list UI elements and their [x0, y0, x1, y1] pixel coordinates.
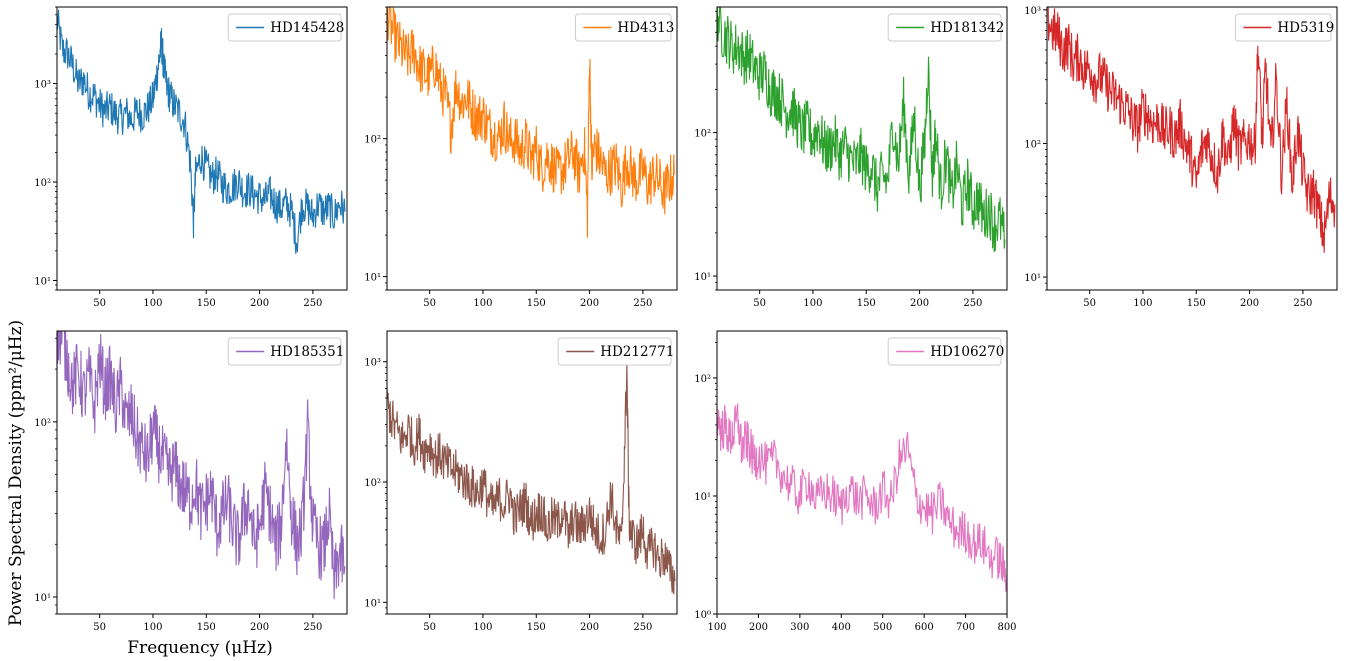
x-axis-title: Frequency (μHz): [127, 638, 272, 658]
subplot-HD212771: 50 100 150 200 250 10¹ 10² 10³ HD212771: [364, 330, 678, 633]
x-tick-label: 250: [963, 298, 982, 309]
legend-box: [227, 13, 342, 42]
legend-box: [887, 13, 1002, 42]
x-tick-label: 250: [633, 298, 652, 309]
x-tick-label: 50: [93, 622, 106, 633]
axes-frame: [386, 6, 678, 291]
y-tick-label: 10¹: [694, 272, 711, 283]
legend-box: [1234, 13, 1332, 42]
x-tick-label: 200: [250, 622, 269, 633]
legend-label: HD4313: [617, 20, 674, 36]
legend-box: [574, 13, 672, 42]
x-tick-label: 700: [956, 622, 975, 633]
x-tick-label: 200: [910, 298, 929, 309]
x-tick-label: 600: [915, 622, 934, 633]
x-tick-label: 100: [707, 622, 726, 633]
subplot-HD5319: 50 100 150 200 250 10¹ 10² 10³ HD5319: [1024, 6, 1338, 309]
y-axis-title: Power Spectral Density (ppm²/μHz): [6, 320, 26, 626]
axes-frame: [386, 330, 678, 615]
subplot-HD181342: 50 100 150 200 250 10¹ 10² HD181342: [694, 6, 1008, 309]
x-tick-label: 200: [580, 298, 599, 309]
series-line-HD5319: [1047, 7, 1336, 253]
x-tick-label: 50: [93, 298, 106, 309]
x-tick-label: 250: [1293, 298, 1312, 309]
y-tick-label: 10²: [694, 129, 711, 140]
subplot-HD106270: 100 200 300 400 500 600 700 800 10⁰ 10¹ 10² HD10627…: [694, 330, 1017, 633]
x-tick-label: 100: [803, 298, 822, 309]
legend-label: HD145428: [270, 20, 344, 36]
x-tick-label: 150: [197, 622, 216, 633]
legend-box: [227, 337, 342, 366]
y-tick-label: 10²: [364, 478, 381, 489]
y-tick-label: 10¹: [34, 276, 51, 287]
axes-frame: [1046, 6, 1338, 291]
x-tick-label: 200: [580, 622, 599, 633]
legend-label: HD212771: [600, 344, 674, 360]
x-tick-label: 200: [1240, 298, 1259, 309]
x-tick-label: 200: [250, 298, 269, 309]
x-tick-label: 100: [1133, 298, 1152, 309]
series-line-HD212771: [387, 363, 676, 595]
y-tick-label: 10¹: [364, 273, 381, 284]
series-line-HD145428: [57, 9, 346, 254]
legend-box: [887, 337, 1002, 366]
x-tick-label: 100: [143, 622, 162, 633]
subplot-HD4313: 50 100 150 200 250 10¹ 10² HD4313: [364, 6, 678, 309]
series-line-HD4313: [387, 7, 676, 238]
y-tick-label: 10³: [1024, 6, 1041, 17]
y-tick-label: 10²: [34, 418, 51, 429]
x-tick-label: 250: [303, 622, 322, 633]
x-tick-label: 150: [527, 622, 546, 633]
x-tick-label: 500: [873, 622, 892, 633]
legend-label: HD181342: [930, 20, 1004, 36]
x-tick-label: 150: [527, 298, 546, 309]
series-line-HD106270: [717, 403, 1007, 592]
axes-frame: [716, 6, 1008, 291]
y-tick-label: 10¹: [364, 598, 381, 609]
x-tick-label: 150: [857, 298, 876, 309]
legend-box: [557, 337, 672, 366]
y-tick-label: 10¹: [1024, 273, 1041, 284]
legend-label: HD185351: [270, 344, 344, 360]
x-tick-label: 50: [423, 622, 436, 633]
panels: 50 100 150 200 250 10¹ 10² 10³ HD145428 50 100 150 2…: [34, 6, 1338, 633]
x-tick-label: 50: [753, 298, 766, 309]
series-line-HD181342: [717, 7, 1006, 253]
series-line-HD185351: [57, 331, 346, 600]
x-tick-label: 50: [1083, 298, 1096, 309]
x-tick-label: 300: [790, 622, 809, 633]
x-tick-label: 100: [473, 298, 492, 309]
legend-label: HD106270: [930, 344, 1004, 360]
x-tick-label: 50: [423, 298, 436, 309]
axes-frame: [56, 330, 348, 615]
axes-frame: [716, 330, 1008, 615]
x-tick-label: 400: [832, 622, 851, 633]
y-tick-label: 10³: [34, 80, 51, 91]
y-tick-label: 10²: [34, 178, 51, 189]
x-tick-label: 200: [749, 622, 768, 633]
x-tick-label: 100: [143, 298, 162, 309]
x-tick-label: 800: [997, 622, 1016, 633]
subplot-HD185351: 50 100 150 200 250 10¹ 10² HD185351: [34, 330, 348, 633]
legend-label: HD5319: [1277, 20, 1334, 36]
x-tick-label: 150: [1187, 298, 1206, 309]
y-tick-label: 10¹: [34, 593, 51, 604]
y-tick-label: 10²: [1024, 139, 1041, 150]
x-tick-label: 250: [303, 298, 322, 309]
x-tick-label: 100: [473, 622, 492, 633]
y-tick-label: 10²: [364, 135, 381, 146]
x-tick-label: 150: [197, 298, 216, 309]
y-tick-label: 10⁰: [694, 610, 711, 621]
x-tick-label: 250: [633, 622, 652, 633]
y-tick-label: 10³: [364, 358, 381, 369]
subplot-HD145428: 50 100 150 200 250 10¹ 10² 10³ HD145428: [34, 6, 348, 309]
y-tick-label: 10²: [694, 374, 711, 385]
y-tick-label: 10¹: [694, 492, 711, 503]
axes-frame: [56, 6, 348, 291]
